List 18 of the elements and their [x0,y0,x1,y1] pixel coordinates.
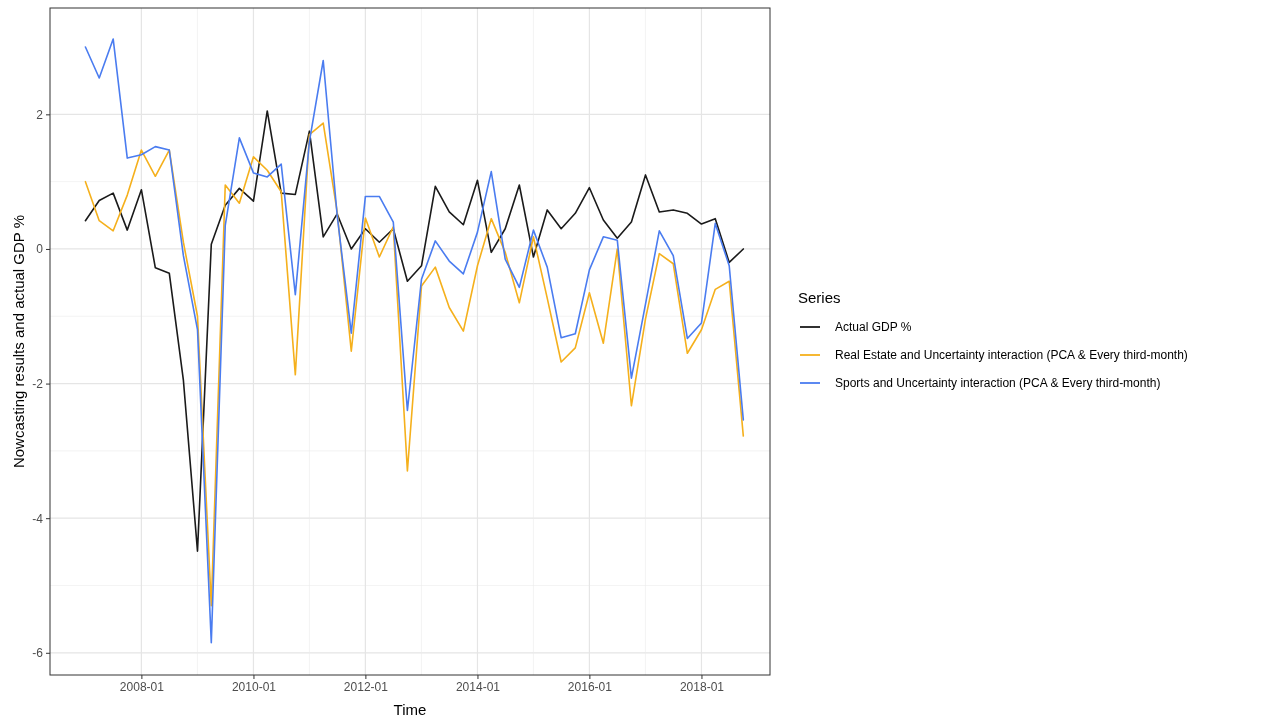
legend-title: Series [798,289,841,306]
y-tick-label: 2 [36,107,44,122]
y-tick-label: -6 [32,646,44,661]
y-axis-title: Nowcasting results and actual GDP % [10,214,27,469]
x-tick-label: 2010-01 [231,679,277,694]
legend-label: Real Estate and Uncertainty interaction (PCA & Every third-month) [835,348,1188,362]
y-tick-label: 0 [36,242,44,257]
x-tick-label: 2012-01 [343,679,389,694]
legend-label: Actual GDP % [835,320,912,334]
x-tick-label: 2018-01 [679,679,725,694]
legend-label: Sports and Uncertainty interaction (PCA & Every third-month) [835,376,1161,390]
x-axis-title: Time [393,701,427,717]
line-series [84,38,745,644]
x-tick-label: 2008-01 [119,679,165,694]
y-tick-label: -4 [32,511,44,526]
x-tick-label: 2014-01 [455,679,501,694]
y-tick-label: -2 [32,376,44,391]
x-tick-label: 2016-01 [567,679,613,694]
